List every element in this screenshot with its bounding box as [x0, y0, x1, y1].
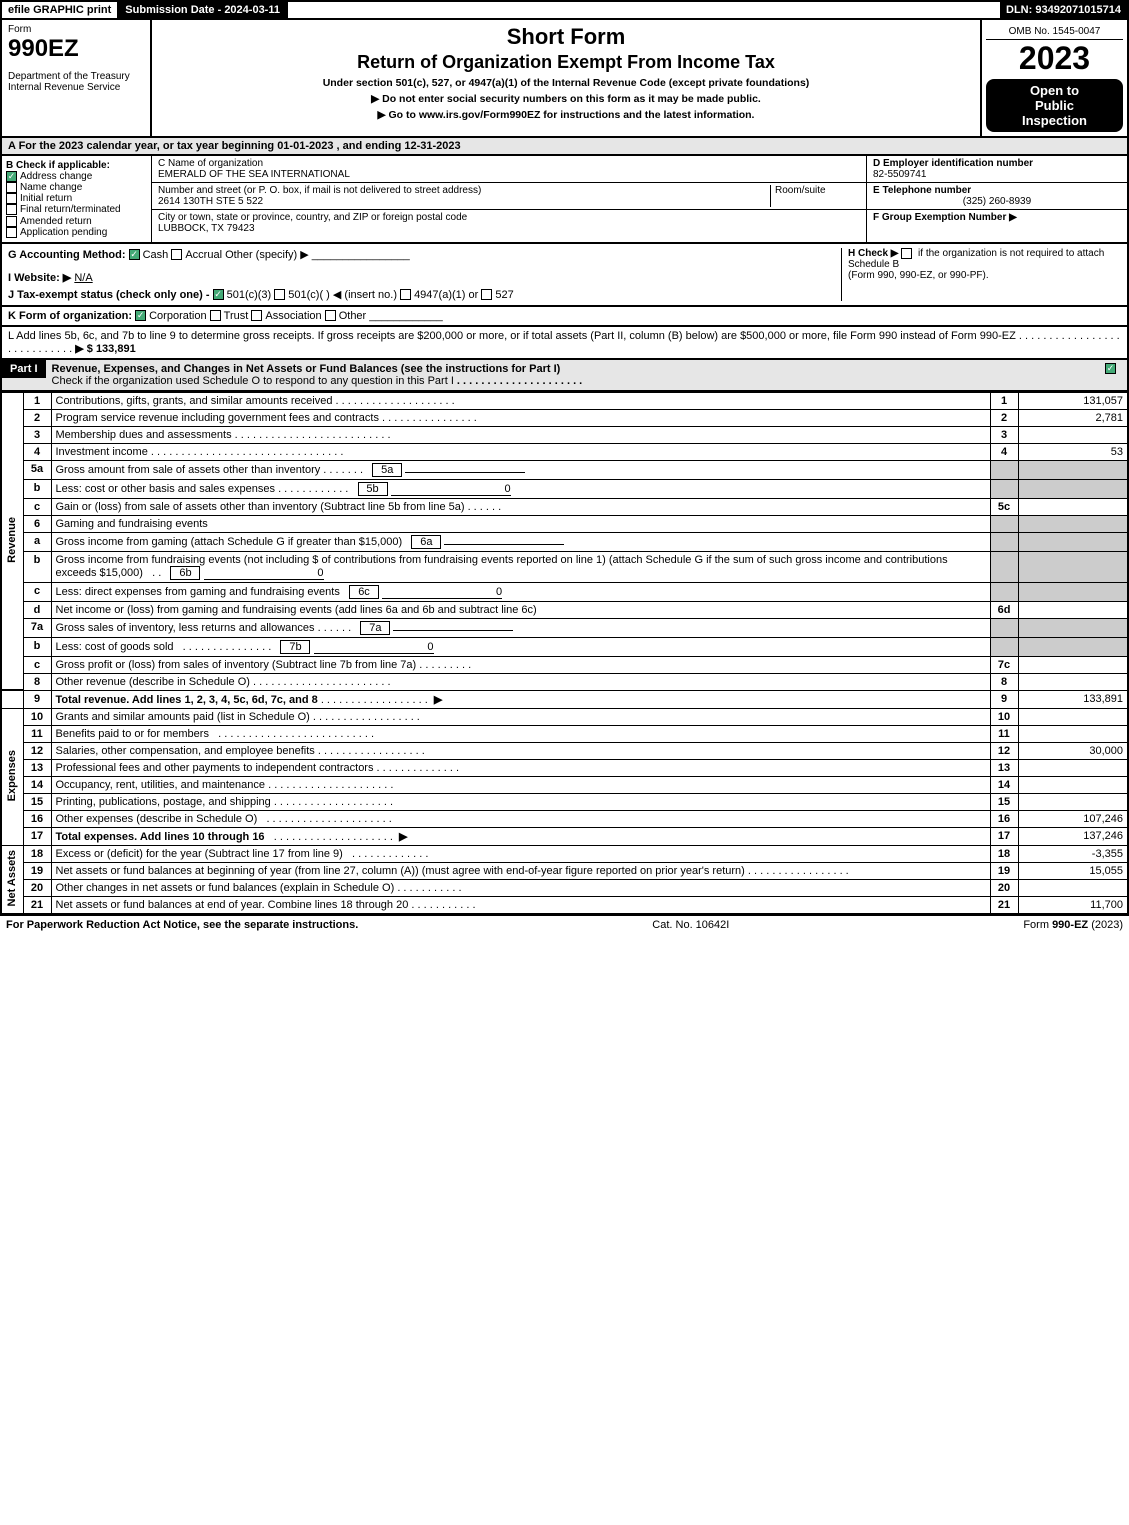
ghij-block: G Accounting Method: ✓Cash Accrual Other…: [0, 244, 1129, 307]
c-name-label: C Name of organization: [158, 158, 860, 169]
checkbox-527[interactable]: [481, 289, 492, 300]
part-i-check-text: Check if the organization used Schedule …: [52, 375, 454, 387]
header-center: Short Form Return of Organization Exempt…: [152, 20, 982, 136]
e-phone-label: E Telephone number: [873, 185, 971, 196]
checkbox-address-change[interactable]: ✓: [6, 171, 17, 182]
line-g: G Accounting Method: ✓Cash Accrual Other…: [8, 248, 841, 261]
part-i-label: Part I: [2, 360, 46, 378]
ssn-warning: ▶ Do not enter social security numbers o…: [156, 93, 976, 105]
top-bar: efile GRAPHIC print Submission Date - 20…: [0, 0, 1129, 20]
footer-catno: Cat. No. 10642I: [652, 919, 729, 931]
checkbox-trust[interactable]: [210, 310, 221, 321]
footer-form: Form 990-EZ (2023): [1023, 919, 1123, 931]
d-ein-label: D Employer identification number: [873, 158, 1033, 169]
footer-paperwork: For Paperwork Reduction Act Notice, see …: [6, 919, 358, 931]
page-footer: For Paperwork Reduction Act Notice, see …: [0, 915, 1129, 934]
dln: DLN: 93492071015714: [1000, 2, 1127, 18]
section-def: D Employer identification number 82-5509…: [867, 156, 1127, 242]
form-number: 990EZ: [8, 35, 144, 63]
section-c: C Name of organization EMERALD OF THE SE…: [152, 156, 867, 242]
dept-treasury: Department of the Treasury: [8, 71, 144, 82]
checkbox-amended[interactable]: [6, 216, 17, 227]
netassets-side-label: Net Assets: [1, 845, 23, 914]
form-word: Form: [8, 24, 144, 35]
checkbox-h[interactable]: [901, 248, 912, 259]
c-city-label: City or town, state or province, country…: [158, 212, 860, 223]
checkbox-name-change[interactable]: [6, 182, 17, 193]
form-header: Form 990EZ Department of the Treasury In…: [0, 20, 1129, 138]
submission-date: Submission Date - 2024-03-11: [119, 2, 288, 18]
line-9-total-revenue: 133,891: [1018, 690, 1128, 708]
subtitle: Under section 501(c), 527, or 4947(a)(1)…: [156, 77, 976, 89]
phone-value: (325) 260-8939: [873, 196, 1121, 207]
checkbox-501c3[interactable]: ✓: [213, 289, 224, 300]
checkbox-corporation[interactable]: ✓: [135, 310, 146, 321]
org-street: 2614 130TH STE 5 522: [158, 196, 770, 207]
part-i-header: Part I Revenue, Expenses, and Changes in…: [0, 360, 1129, 392]
line-21-value: 11,700: [1018, 896, 1128, 914]
goto-link[interactable]: ▶ Go to www.irs.gov/Form990EZ for instru…: [156, 109, 976, 121]
revenue-side-label: Revenue: [1, 392, 23, 690]
line-16-value: 107,246: [1018, 810, 1128, 827]
website-value: N/A: [74, 272, 92, 284]
line-h: H Check ▶ if the organization is not req…: [841, 248, 1121, 301]
line-j: J Tax-exempt status (check only one) - ✓…: [8, 288, 841, 301]
gross-receipts: ▶ $ 133,891: [75, 343, 135, 355]
checkbox-final-return[interactable]: [6, 204, 17, 215]
org-city: LUBBOCK, TX 79423: [158, 223, 860, 234]
line-i: I Website: ▶ N/A: [8, 271, 841, 284]
line-a: A For the 2023 calendar year, or tax yea…: [0, 138, 1129, 156]
checkbox-4947[interactable]: [400, 289, 411, 300]
line-4-value: 53: [1018, 443, 1128, 460]
checkbox-association[interactable]: [251, 310, 262, 321]
line-18-value: -3,355: [1018, 845, 1128, 862]
header-left: Form 990EZ Department of the Treasury In…: [2, 20, 152, 136]
efile-label: efile GRAPHIC print: [2, 2, 119, 18]
header-right: OMB No. 1545-0047 2023 Open to Public In…: [982, 20, 1127, 136]
b-heading: B Check if applicable:: [6, 160, 110, 171]
checkbox-cash[interactable]: ✓: [129, 249, 140, 260]
line-19-value: 15,055: [1018, 862, 1128, 879]
line-l: L Add lines 5b, 6c, and 7b to line 9 to …: [0, 327, 1129, 360]
checkbox-initial-return[interactable]: [6, 193, 17, 204]
title-return: Return of Organization Exempt From Incom…: [156, 52, 976, 73]
org-name: EMERALD OF THE SEA INTERNATIONAL: [158, 169, 860, 180]
dept-irs: Internal Revenue Service: [8, 82, 144, 93]
checkbox-accrual[interactable]: [171, 249, 182, 260]
info-block: B Check if applicable: ✓Address change N…: [0, 156, 1129, 244]
checkbox-schedule-o[interactable]: ✓: [1105, 363, 1116, 374]
line-1-value: 131,057: [1018, 392, 1128, 409]
checkbox-501c[interactable]: [274, 289, 285, 300]
room-suite-label: Room/suite: [770, 185, 860, 207]
line-12-value: 30,000: [1018, 742, 1128, 759]
f-group-label: F Group Exemption Number: [873, 212, 1006, 223]
c-street-label: Number and street (or P. O. box, if mail…: [158, 185, 770, 196]
line-k: K Form of organization: ✓Corporation Tru…: [0, 307, 1129, 327]
expenses-side-label: Expenses: [1, 708, 23, 845]
ein-value: 82-5509741: [873, 169, 926, 180]
title-short-form: Short Form: [156, 24, 976, 50]
line-2-value: 2,781: [1018, 409, 1128, 426]
line-a-text: A For the 2023 calendar year, or tax yea…: [8, 140, 461, 152]
checkbox-application-pending[interactable]: [6, 227, 17, 238]
part-i-table: Revenue 1 Contributions, gifts, grants, …: [0, 392, 1129, 915]
section-b: B Check if applicable: ✓Address change N…: [2, 156, 152, 242]
omb-number: OMB No. 1545-0047: [986, 24, 1123, 40]
part-i-title: Revenue, Expenses, and Changes in Net As…: [52, 363, 561, 375]
open-public-badge: Open to Public Inspection: [986, 79, 1123, 132]
tax-year: 2023: [986, 40, 1123, 77]
line-17-total-expenses: 137,246: [1018, 827, 1128, 845]
checkbox-other-org[interactable]: [325, 310, 336, 321]
